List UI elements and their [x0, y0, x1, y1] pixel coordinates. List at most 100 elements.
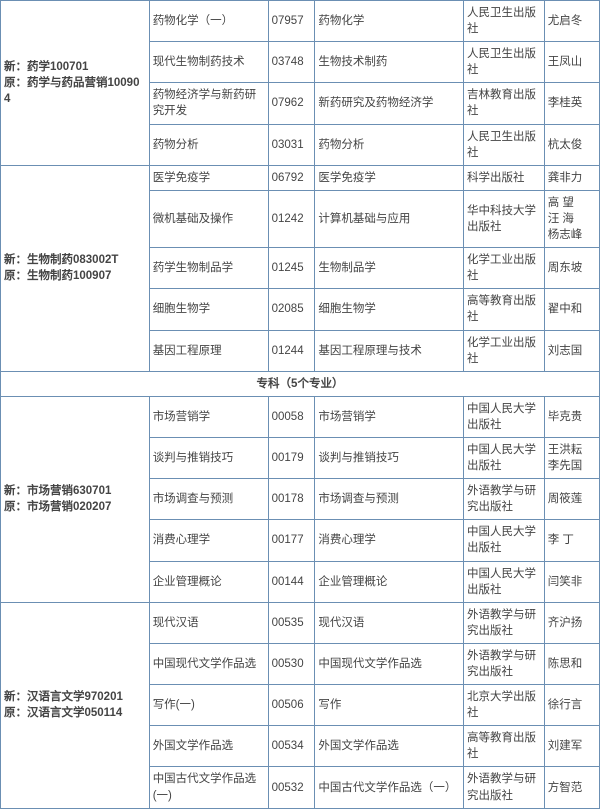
- publisher: 人民卫生出版社: [464, 124, 545, 165]
- author: 翟中和: [544, 289, 599, 330]
- author: 刘建军: [544, 726, 599, 767]
- author: 齐沪扬: [544, 602, 599, 643]
- course-name: 市场调查与预测: [149, 479, 268, 520]
- course-name: 药学生物制品学: [149, 248, 268, 289]
- course-code: 01244: [268, 330, 315, 371]
- author: 周东坡: [544, 248, 599, 289]
- textbook-name: 现代汉语: [315, 602, 464, 643]
- major-label: 新：生物制药083002T原：生物制药100907: [1, 165, 150, 371]
- textbook-name: 药物分析: [315, 124, 464, 165]
- textbook-name: 市场调查与预测: [315, 479, 464, 520]
- publisher: 科学出版社: [464, 165, 545, 190]
- course-name: 中国古代文学作品选(一): [149, 767, 268, 808]
- textbook-name: 细胞生物学: [315, 289, 464, 330]
- course-code: 01245: [268, 248, 315, 289]
- section-header-row: 专科（5个专业）: [1, 371, 600, 396]
- course-code: 03031: [268, 124, 315, 165]
- textbook-name: 药物化学: [315, 1, 464, 42]
- textbook-name: 新药研究及药物经济学: [315, 83, 464, 124]
- major-label: 新：药学100701原：药学与药品营销100904: [1, 1, 150, 166]
- course-name: 消费心理学: [149, 520, 268, 561]
- course-name: 写作(一): [149, 685, 268, 726]
- textbook-name: 计算机基础与应用: [315, 190, 464, 247]
- textbook-name: 消费心理学: [315, 520, 464, 561]
- course-code: 02085: [268, 289, 315, 330]
- textbook-name: 市场营销学: [315, 396, 464, 437]
- publisher: 外语教学与研究出版社: [464, 643, 545, 684]
- course-name: 药物分析: [149, 124, 268, 165]
- publisher: 中国人民大学出版社: [464, 561, 545, 602]
- textbook-name: 外国文学作品选: [315, 726, 464, 767]
- publisher: 外语教学与研究出版社: [464, 602, 545, 643]
- major-label: 新：汉语言文学970201原：汉语言文学050114: [1, 602, 150, 808]
- table-row: 新：药学100701原：药学与药品营销100904药物化学（一）07957药物化…: [1, 1, 600, 42]
- course-name: 中国现代文学作品选: [149, 643, 268, 684]
- publisher: 高等教育出版社: [464, 726, 545, 767]
- course-code: 03748: [268, 42, 315, 83]
- textbook-name: 生物技术制药: [315, 42, 464, 83]
- course-name: 药物化学（一）: [149, 1, 268, 42]
- course-name: 基因工程原理: [149, 330, 268, 371]
- course-code: 06792: [268, 165, 315, 190]
- author: 周筱莲: [544, 479, 599, 520]
- publisher: 中国人民大学出版社: [464, 437, 545, 478]
- textbook-name: 谈判与推销技巧: [315, 437, 464, 478]
- publisher: 人民卫生出版社: [464, 1, 545, 42]
- course-code: 00144: [268, 561, 315, 602]
- author: 徐行言: [544, 685, 599, 726]
- textbook-name: 写作: [315, 685, 464, 726]
- author: 毕克贵: [544, 396, 599, 437]
- publisher: 高等教育出版社: [464, 289, 545, 330]
- textbook-name: 中国现代文学作品选: [315, 643, 464, 684]
- course-name: 外国文学作品选: [149, 726, 268, 767]
- major-label: 新：市场营销630701原：市场营销020207: [1, 396, 150, 602]
- course-name: 谈判与推销技巧: [149, 437, 268, 478]
- author: 王洪耘李先国: [544, 437, 599, 478]
- course-code: 07962: [268, 83, 315, 124]
- course-code: 00058: [268, 396, 315, 437]
- curriculum-table: 新：药学100701原：药学与药品营销100904药物化学（一）07957药物化…: [0, 0, 600, 809]
- publisher: 吉林教育出版社: [464, 83, 545, 124]
- course-code: 00534: [268, 726, 315, 767]
- table-row: 新：市场营销630701原：市场营销020207市场营销学00058市场营销学中…: [1, 396, 600, 437]
- course-code: 01242: [268, 190, 315, 247]
- course-name: 现代汉语: [149, 602, 268, 643]
- author: 陈思和: [544, 643, 599, 684]
- course-name: 企业管理概论: [149, 561, 268, 602]
- course-name: 药物经济学与新药研究开发: [149, 83, 268, 124]
- publisher: 化学工业出版社: [464, 330, 545, 371]
- author: 王凤山: [544, 42, 599, 83]
- textbook-name: 中国古代文学作品选（一）: [315, 767, 464, 808]
- course-name: 市场营销学: [149, 396, 268, 437]
- author: 闫笑非: [544, 561, 599, 602]
- course-name: 医学免疫学: [149, 165, 268, 190]
- textbook-name: 企业管理概论: [315, 561, 464, 602]
- author: 杭太俊: [544, 124, 599, 165]
- section-header: 专科（5个专业）: [1, 371, 600, 396]
- publisher: 外语教学与研究出版社: [464, 767, 545, 808]
- author: 李桂英: [544, 83, 599, 124]
- table-row: 新：汉语言文学970201原：汉语言文学050114现代汉语00535现代汉语外…: [1, 602, 600, 643]
- publisher: 华中科技大学出版社: [464, 190, 545, 247]
- author: 尤启冬: [544, 1, 599, 42]
- publisher: 化学工业出版社: [464, 248, 545, 289]
- course-code: 00532: [268, 767, 315, 808]
- textbook-name: 基因工程原理与技术: [315, 330, 464, 371]
- course-name: 细胞生物学: [149, 289, 268, 330]
- course-name: 微机基础及操作: [149, 190, 268, 247]
- author: 方智范: [544, 767, 599, 808]
- publisher: 中国人民大学出版社: [464, 396, 545, 437]
- textbook-name: 生物制品学: [315, 248, 464, 289]
- course-code: 07957: [268, 1, 315, 42]
- author: 高 望汪 海杨志峰: [544, 190, 599, 247]
- publisher: 中国人民大学出版社: [464, 520, 545, 561]
- course-code: 00179: [268, 437, 315, 478]
- course-code: 00506: [268, 685, 315, 726]
- publisher: 外语教学与研究出版社: [464, 479, 545, 520]
- author: 刘志国: [544, 330, 599, 371]
- table-row: 新：生物制药083002T原：生物制药100907医学免疫学06792医学免疫学…: [1, 165, 600, 190]
- course-name: 现代生物制药技术: [149, 42, 268, 83]
- course-code: 00178: [268, 479, 315, 520]
- publisher: 人民卫生出版社: [464, 42, 545, 83]
- textbook-name: 医学免疫学: [315, 165, 464, 190]
